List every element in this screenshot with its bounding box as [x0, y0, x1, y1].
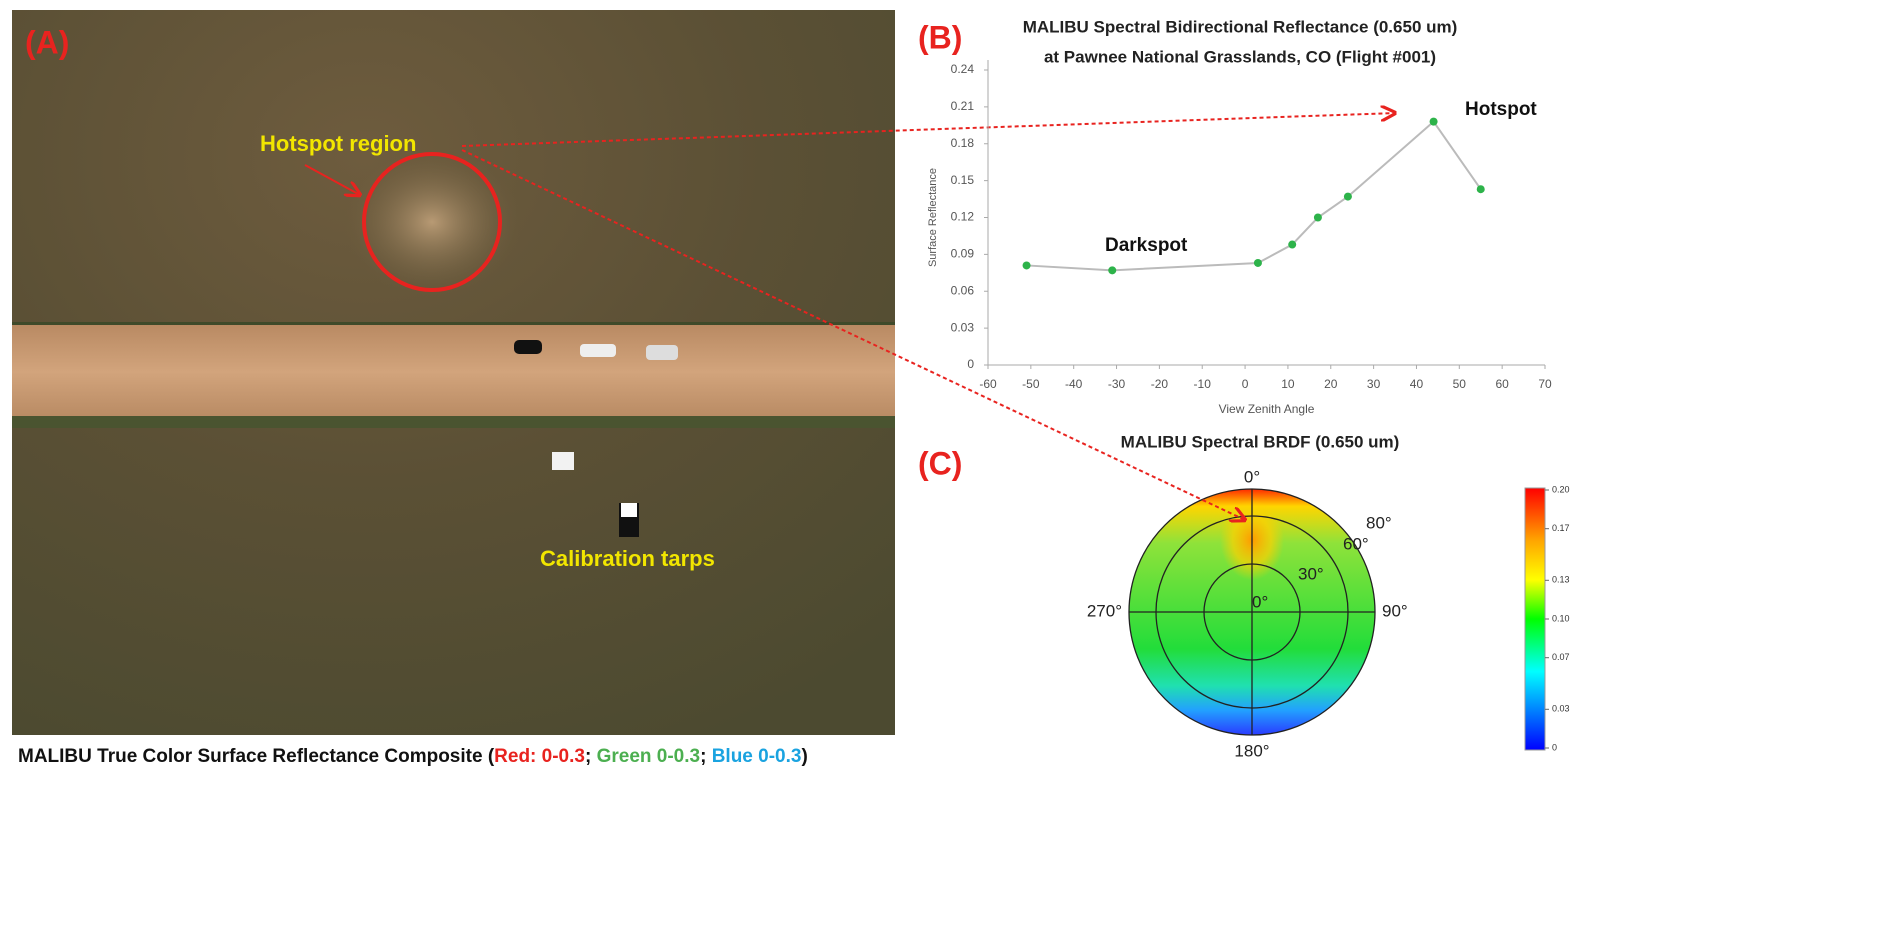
x-tick-label: 60 [1495, 377, 1509, 391]
data-point [1430, 118, 1438, 126]
data-point [1288, 241, 1296, 249]
colorbar-tick-label: 0.03 [1552, 704, 1570, 714]
y-tick-label: 0.18 [951, 136, 975, 150]
colorbar-tick-label: 0.07 [1552, 652, 1570, 662]
data-point [1344, 193, 1352, 201]
colorbar-tick-label: 0.10 [1552, 613, 1570, 623]
radius-label: 0° [1252, 592, 1268, 611]
x-tick-label: 40 [1410, 377, 1424, 391]
y-tick-label: 0.12 [951, 210, 975, 224]
data-point [1023, 261, 1031, 269]
x-tick-label: -30 [1108, 377, 1126, 391]
series-line [1027, 122, 1481, 271]
caption-part: Blue 0-0.3 [712, 746, 802, 767]
azimuth-label: 270° [1087, 601, 1122, 620]
x-tick-label: 70 [1538, 377, 1552, 391]
x-tick-label: 20 [1324, 377, 1338, 391]
y-tick-label: 0.15 [951, 173, 975, 187]
panel-label: (B) [918, 19, 962, 55]
colorbar-tick-label: 0.17 [1552, 523, 1570, 533]
x-tick-label: -40 [1065, 377, 1083, 391]
figure: (A) Hotspot region Calibration tarps MAL… [0, 0, 1880, 923]
radius-label: 60° [1343, 534, 1369, 553]
panel-label: (C) [918, 445, 962, 481]
colorbar-tick-label: 0 [1552, 742, 1557, 752]
y-tick-label: 0.09 [951, 247, 975, 261]
x-tick-label: 10 [1281, 377, 1295, 391]
photo-annotation: Hotspot region [260, 131, 416, 156]
caption-part: ) [801, 746, 807, 767]
x-tick-label: -10 [1194, 377, 1212, 391]
y-tick-label: 0.03 [951, 320, 975, 334]
annotation: Darkspot [1105, 235, 1188, 256]
chart-title: at Pawnee National Grasslands, CO (Fligh… [1044, 47, 1436, 66]
colorbar-tick-label: 0.13 [1552, 575, 1570, 585]
caption-part: Red: 0-0.3 [494, 746, 585, 767]
data-point [1477, 185, 1485, 193]
y-tick-label: 0.21 [951, 99, 975, 113]
y-tick-label: 0.24 [951, 62, 975, 76]
y-axis-label: Surface Reflectance [927, 168, 939, 267]
photo-annotation: Calibration tarps [540, 546, 715, 571]
azimuth-label: 180° [1234, 741, 1269, 760]
caption-part: ; [700, 746, 712, 767]
x-tick-label: 0 [1242, 377, 1249, 391]
x-tick-label: -20 [1151, 377, 1169, 391]
colorbar-tick-label: 0.20 [1552, 484, 1570, 494]
azimuth-label: 90° [1382, 601, 1408, 620]
data-point [1314, 214, 1322, 222]
chart-title: MALIBU Spectral Bidirectional Reflectanc… [1023, 17, 1458, 36]
radius-label: 30° [1298, 564, 1324, 583]
x-tick-label: -50 [1022, 377, 1040, 391]
x-tick-label: 50 [1453, 377, 1467, 391]
caption-part: MALIBU True Color Surface Reflectance Co… [18, 746, 495, 767]
caption-part: Green 0-0.3 [597, 746, 701, 767]
data-point [1254, 259, 1262, 267]
chart-title: MALIBU Spectral BRDF (0.650 um) [1121, 432, 1400, 451]
caption-part: ; [585, 746, 597, 767]
caption: MALIBU True Color Surface Reflectance Co… [18, 746, 808, 767]
x-tick-label: 30 [1367, 377, 1381, 391]
y-tick-label: 0.06 [951, 283, 975, 297]
data-point [1108, 266, 1116, 274]
azimuth-label: 0° [1244, 467, 1260, 486]
colorbar [1525, 488, 1545, 750]
y-tick-label: 0 [967, 357, 974, 371]
page: {"photo": {"panel_label": "(A)", "annota… [0, 0, 1880, 923]
x-axis-label: View Zenith Angle [1219, 402, 1315, 416]
x-tick-label: -60 [979, 377, 997, 391]
radius-label: 80° [1366, 513, 1392, 532]
annotation: Hotspot [1465, 99, 1537, 120]
panel-label: (A) [25, 24, 69, 60]
aerial-photo [12, 10, 895, 735]
